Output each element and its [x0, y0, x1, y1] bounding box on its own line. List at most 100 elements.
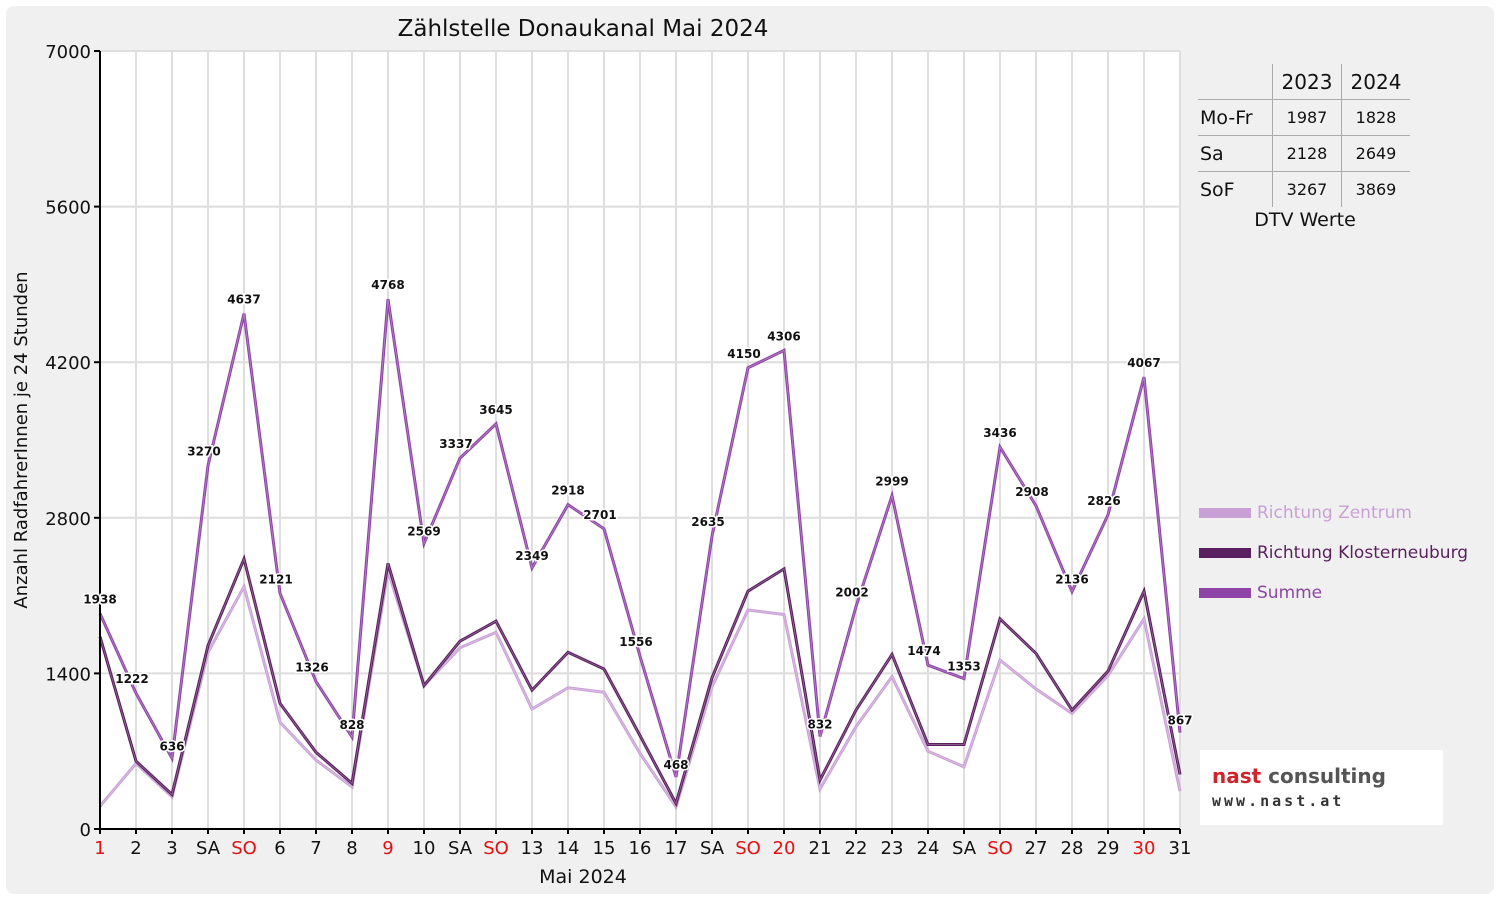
dtv-row-label: Sa — [1198, 135, 1273, 172]
x-tick-label: SA — [952, 838, 977, 859]
data-label: 2002 — [835, 585, 868, 599]
dtv-cell: 3869 — [1341, 171, 1410, 207]
dtv-row-label: Mo-Fr — [1198, 99, 1273, 136]
x-tick-label: 29 — [1097, 838, 1120, 859]
dtv-header-row: 2023 2024 — [1198, 64, 1410, 100]
dtv-row: Sa 2128 2649 — [1198, 135, 1410, 172]
y-tick-label: 2800 — [45, 509, 91, 530]
dtv-col-2023: 2023 — [1272, 64, 1342, 100]
dtv-col-2024: 2024 — [1341, 64, 1410, 100]
data-label: 2136 — [1055, 573, 1088, 587]
x-tick-label: 28 — [1061, 838, 1084, 859]
x-tick-label: 2 — [130, 838, 141, 859]
x-tick-label: 17 — [665, 838, 688, 859]
axes — [94, 50, 1181, 834]
data-label: 2918 — [551, 484, 584, 498]
chart-title: Zählstelle Donaukanal Mai 2024 — [398, 16, 769, 42]
x-tick-label: 24 — [917, 838, 940, 859]
data-label: 1556 — [619, 635, 652, 649]
data-label: 832 — [807, 718, 832, 732]
logo-brand: nast consulting — [1212, 764, 1386, 788]
x-tick-label: 1 — [94, 838, 105, 859]
data-label: 1474 — [907, 644, 940, 658]
x-tick-label: SO — [735, 838, 761, 859]
logo-url: www.nast.at — [1212, 792, 1345, 810]
x-tick-label: 23 — [881, 838, 904, 859]
series-line-highlight-2 — [99, 299, 1181, 778]
x-tick-label: 10 — [413, 838, 436, 859]
series-line-1 — [98, 554, 1182, 808]
data-label: 2701 — [583, 508, 616, 522]
legend-item-summe: Summe — [1199, 573, 1468, 613]
y-tick-label: 5600 — [45, 198, 91, 219]
data-label: 3337 — [439, 437, 472, 451]
data-label: 2908 — [1015, 485, 1048, 499]
dtv-row: SoF 3267 3869 — [1198, 171, 1410, 207]
y-axis-label: Anzahl RadfahrerInnen je 24 Stunden — [11, 271, 32, 608]
data-label: 4768 — [371, 278, 404, 292]
legend: Richtung Zentrum Richtung Klosterneuburg… — [1199, 493, 1468, 613]
legend-swatch — [1199, 548, 1251, 558]
data-label: 1326 — [295, 661, 328, 675]
data-label: 636 — [159, 739, 184, 753]
x-tick-label: 30 — [1133, 838, 1156, 859]
dtv-cell: 2649 — [1341, 135, 1410, 172]
x-tick-label: 15 — [593, 838, 616, 859]
data-label: 3436 — [983, 426, 1016, 440]
y-tick-label: 7000 — [45, 42, 91, 63]
data-label: 2826 — [1087, 494, 1120, 508]
y-tick-label: 1400 — [45, 664, 91, 685]
y-tick-labels: 0 1400 2800 4200 5600 7000 — [45, 42, 91, 841]
data-label: 2569 — [407, 524, 440, 538]
dtv-corner — [1198, 64, 1273, 100]
data-label: 1938 — [83, 593, 116, 607]
data-label: 2999 — [875, 475, 908, 489]
dtv-cell: 1828 — [1341, 99, 1410, 136]
data-label: 867 — [1167, 714, 1192, 728]
data-label: 4067 — [1127, 356, 1160, 370]
dtv-row: Mo-Fr 1987 1828 — [1198, 99, 1410, 136]
data-label: 4637 — [227, 293, 260, 307]
grid-lines — [99, 50, 1181, 830]
y-tick-label: 4200 — [45, 353, 91, 374]
legend-item-klosterneuburg: Richtung Klosterneuburg — [1199, 533, 1468, 573]
x-tick-label: SA — [700, 838, 725, 859]
x-tick-label: 21 — [809, 838, 832, 859]
x-tick-label: 27 — [1025, 838, 1048, 859]
x-tick-label: SO — [483, 838, 509, 859]
legend-label: Richtung Klosterneuburg — [1257, 543, 1469, 563]
logo-brand-b: consulting — [1261, 764, 1386, 788]
x-tick-label: SO — [987, 838, 1013, 859]
x-tick-labels: 1 2 3 SA SO 6 7 8 9 10 SA SO 13 14 15 16 17 SA SO 20 21 22 23 2… — [94, 838, 1191, 859]
x-tick-label: SO — [231, 838, 257, 859]
x-tick-label: 8 — [346, 838, 357, 859]
data-label: 2349 — [515, 549, 548, 563]
x-tick-label: 13 — [521, 838, 544, 859]
data-label: 828 — [339, 718, 364, 732]
data-labels: 1938 1222 636 3270 4637 2121 1326 828 4768 2569 33… — [82, 277, 1194, 774]
data-label: 1353 — [947, 660, 980, 674]
data-label: 3270 — [187, 445, 220, 459]
y-tick-label: 0 — [80, 820, 91, 841]
x-axis-label: Mai 2024 — [539, 866, 627, 888]
x-tick-label: 14 — [557, 838, 580, 859]
x-tick-label: 9 — [382, 838, 393, 859]
dtv-table: 2023 2024 Mo-Fr 1987 1828 Sa 2128 2649 S… — [1198, 64, 1410, 207]
legend-swatch — [1199, 508, 1251, 518]
x-tick-label: 16 — [629, 838, 652, 859]
legend-item-zentrum: Richtung Zentrum — [1199, 493, 1468, 533]
series-line-highlight-1 — [99, 557, 1181, 805]
legend-label: Summe — [1257, 583, 1323, 603]
dtv-cell: 1987 — [1272, 99, 1342, 136]
legend-label: Richtung Zentrum — [1257, 503, 1412, 523]
x-tick-label: SA — [448, 838, 473, 859]
data-label: 4306 — [767, 329, 800, 343]
data-label: 3645 — [479, 403, 512, 417]
x-tick-label: SA — [196, 838, 221, 859]
x-tick-label: 7 — [310, 838, 321, 859]
series-line-0 — [98, 570, 1182, 811]
data-label: 1222 — [115, 672, 148, 686]
company-logo: nast consulting www.nast.at — [1200, 750, 1443, 825]
dtv-caption: DTV Werte — [1254, 209, 1356, 231]
